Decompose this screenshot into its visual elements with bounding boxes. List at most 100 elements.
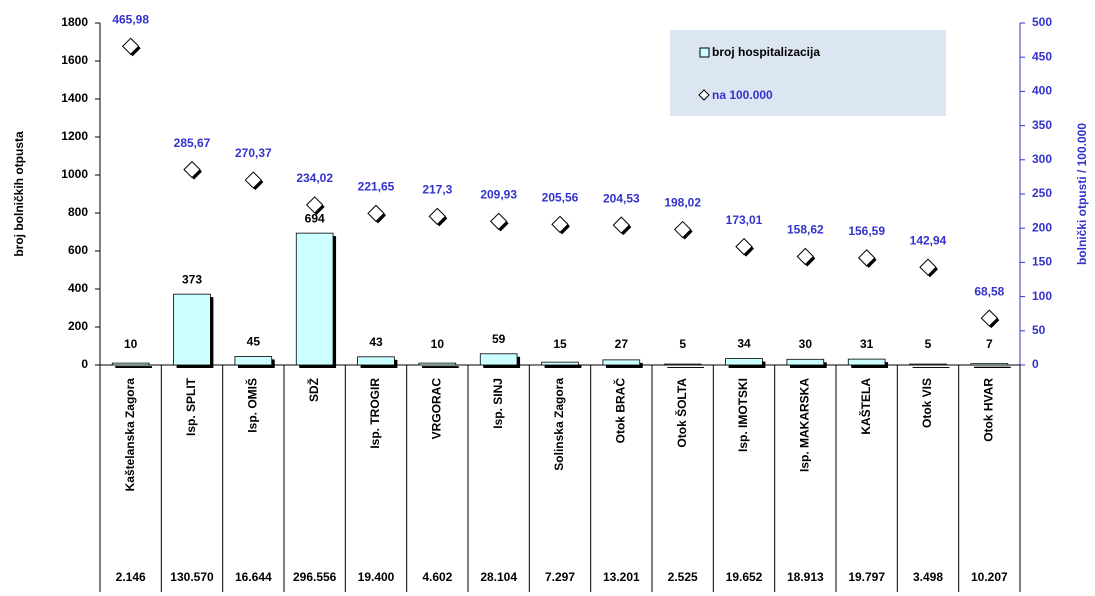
x-tick-label: Otok BRAČ (613, 378, 628, 444)
y-tick-label: 800 (68, 205, 88, 219)
bar (173, 293, 211, 366)
bar-label: 694 (305, 211, 325, 225)
marker-label: 142,94 (910, 233, 947, 247)
legend-label: broj hospitalizacija (712, 45, 820, 59)
bar-shadow (115, 366, 153, 368)
y2-tick-label: 250 (1032, 186, 1052, 200)
marker (673, 220, 692, 239)
bar (479, 353, 518, 366)
y2-tick-label: 450 (1032, 49, 1052, 63)
x-tick-label: Isp. OMIŠ (245, 378, 260, 433)
bar-shadow (544, 365, 582, 368)
legend-marker-icon (698, 89, 710, 101)
y2-tick-label: 150 (1032, 255, 1052, 269)
x-tick-label: VRGORAC (430, 378, 444, 440)
x-tick-label: Otok HVAR (982, 378, 996, 442)
marker-label: 173,01 (726, 213, 763, 227)
marker (121, 37, 140, 55)
x-tick-label: Kaštelanska Zagora (123, 378, 137, 492)
y-tick-label: 600 (68, 243, 88, 257)
table-cell: 19.652 (726, 570, 763, 584)
marker (735, 237, 753, 256)
bar (909, 363, 947, 366)
marker-label: 68,58 (974, 284, 1004, 298)
y2-tick-label: 350 (1032, 118, 1052, 132)
bar-label: 43 (369, 335, 383, 349)
bar-shadow (667, 367, 705, 368)
x-tick-label: Otok ŠOLTA (674, 378, 689, 448)
bar-shadow (912, 367, 950, 368)
marker-label: 221,65 (358, 180, 395, 194)
y-tick-label: 1200 (61, 129, 88, 143)
y2-tick-label: 50 (1032, 323, 1046, 337)
bar-label: 7 (986, 337, 993, 351)
marker-label: 205,56 (542, 191, 579, 205)
y2-tick-label: 300 (1032, 152, 1052, 166)
y2-tick-label: 500 (1032, 15, 1052, 29)
marker-label: 158,62 (787, 223, 824, 237)
x-tick-label: Otok VIS (920, 378, 934, 428)
bar-label: 30 (799, 337, 813, 351)
bar-shadow (973, 366, 1011, 368)
marker (796, 247, 815, 266)
y2-axis-label: bolnički otpusti / 100.000 (1075, 123, 1089, 265)
bar (295, 232, 334, 366)
marker-label: 285,67 (174, 136, 211, 150)
marker (612, 216, 631, 234)
table-cell: 28.104 (480, 570, 517, 584)
bar-label: 10 (124, 337, 138, 351)
marker (428, 207, 447, 226)
y-tick-label: 400 (68, 281, 88, 295)
bar (663, 363, 702, 366)
y-tick-label: 1800 (61, 15, 88, 29)
bar (847, 358, 886, 366)
bar-label: 45 (247, 335, 261, 349)
x-tick-label: SDŽ (306, 378, 321, 402)
legend-bar-icon (699, 47, 710, 58)
bar (357, 356, 395, 366)
bar (602, 359, 641, 366)
table-cell: 13.201 (603, 570, 640, 584)
bar (970, 363, 1009, 366)
legend-box (670, 30, 946, 116)
marker-label: 204,53 (603, 191, 640, 205)
marker-label: 217,3 (422, 183, 452, 197)
table-cell: 2.525 (668, 570, 698, 584)
table-cell: 2.146 (116, 570, 146, 584)
y2-tick-label: 400 (1032, 84, 1052, 98)
table-cell: 19.797 (848, 570, 885, 584)
y2-tick-label: 0 (1032, 357, 1039, 371)
legend-label: na 100.000 (712, 88, 773, 102)
bar-label: 59 (492, 332, 506, 346)
table-cell: 130.570 (170, 570, 214, 584)
marker (367, 204, 385, 223)
bar (418, 362, 457, 366)
bar-shadow (421, 366, 459, 368)
marker-label: 198,02 (664, 196, 701, 210)
bar-label: 373 (182, 272, 202, 286)
table-cell: 16.644 (235, 570, 272, 584)
bar-label: 10 (431, 337, 445, 351)
bar-label: 31 (860, 337, 874, 351)
bar (234, 356, 273, 366)
marker-label: 156,59 (848, 224, 885, 238)
x-tick-label: Isp. MAKARSKA (798, 378, 812, 472)
table-cell: 19.400 (358, 570, 395, 584)
bar (786, 358, 825, 366)
x-tick-label: Isp. TROGIR (368, 378, 382, 449)
bar (725, 358, 763, 366)
x-tick-label: Solinska Zagora (552, 378, 566, 471)
x-tick-label: Isp. SPLIT (184, 377, 198, 436)
y-tick-label: 1000 (61, 167, 88, 181)
y-tick-label: 0 (81, 357, 88, 371)
y-tick-label: 1400 (61, 91, 88, 105)
bar-shadow (605, 362, 643, 368)
x-tick-label: KAŠTELA (858, 378, 873, 435)
bar-label: 5 (925, 337, 932, 351)
bar-label: 5 (679, 337, 686, 351)
marker (980, 309, 999, 327)
table-cell: 7.297 (545, 570, 575, 584)
marker (919, 258, 937, 276)
